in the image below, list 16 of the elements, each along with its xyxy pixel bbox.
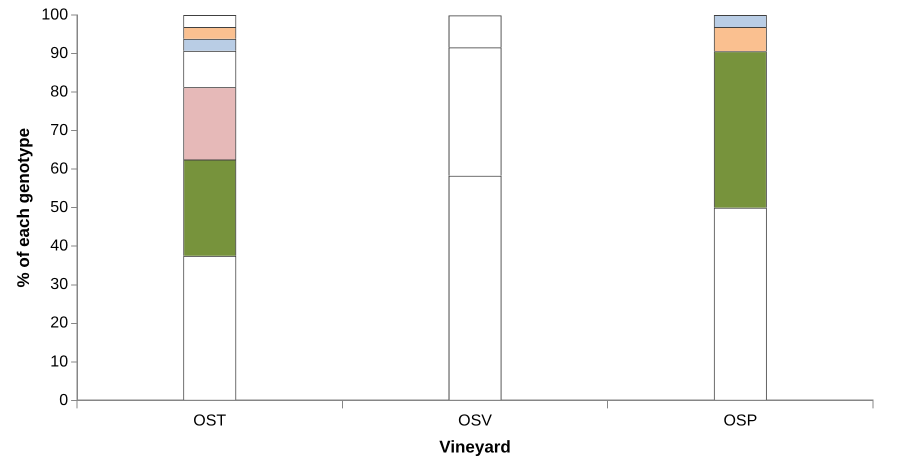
y-tick-label: 70 [50,122,68,140]
y-tick-label: 40 [50,238,68,255]
y-axis-title: % of each genotype [14,128,33,288]
y-tick-label: 0 [59,392,68,409]
y-tick-label: 80 [50,83,68,100]
x-tick-label: OST [193,412,226,430]
y-tick-label: 10 [50,353,68,370]
y-tick-label: 60 [50,160,68,178]
y-tick-label: 50 [50,199,68,216]
x-tick-label: OSV [458,412,492,430]
x-axis-title: Vineyard [439,437,511,456]
y-tick-label: 30 [50,276,68,294]
y-tick-label: 20 [50,314,68,332]
x-tick-label: OSP [723,412,758,430]
y-tick-label: 100 [41,6,68,24]
y-tick-label: 90 [50,44,68,62]
